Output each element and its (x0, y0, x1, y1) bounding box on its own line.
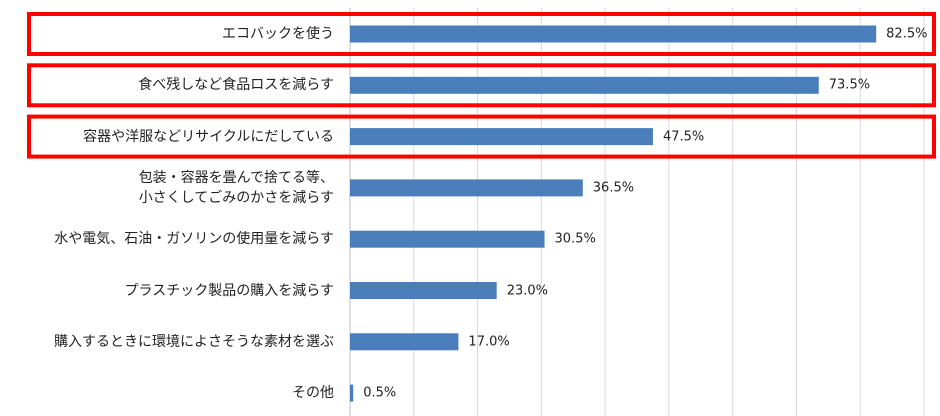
bar (350, 333, 459, 351)
value-label: 23.0% (506, 283, 548, 298)
category-label: その他 (292, 385, 334, 402)
bar (350, 179, 583, 197)
value-label: 0.5% (363, 385, 397, 401)
category-label: 容器や洋服などリサイクルにだしている (83, 128, 334, 145)
value-label: 82.5% (886, 26, 928, 42)
value-label: 17.0% (468, 334, 510, 350)
category-label: 包装・容器を畳んで捨てる等、 小さくしてごみのかさを減らす (138, 169, 334, 206)
bar (350, 25, 877, 43)
category-label: エコバックを使う (222, 26, 334, 42)
value-label: 30.5% (554, 231, 596, 247)
category-label: 購入するときに環境によさそうな素材を選ぶ (54, 333, 334, 350)
bar (350, 230, 545, 248)
highlight-box (27, 114, 936, 159)
category-label: 食べ残しなど食品ロスを減らす (138, 77, 334, 94)
category-label: 水や電気、石油・ガソリンの使用量を減らす (54, 231, 334, 248)
bar (350, 384, 354, 402)
category-label: プラスチック製品の購入を減らす (124, 282, 334, 299)
value-label: 36.5% (592, 180, 635, 196)
value-label: 73.5% (828, 77, 871, 93)
bar (350, 128, 653, 146)
bar (350, 282, 497, 299)
value-label: 47.5% (662, 129, 705, 145)
highlight-box (27, 63, 936, 108)
highlight-box (27, 12, 936, 56)
bar (350, 76, 819, 94)
